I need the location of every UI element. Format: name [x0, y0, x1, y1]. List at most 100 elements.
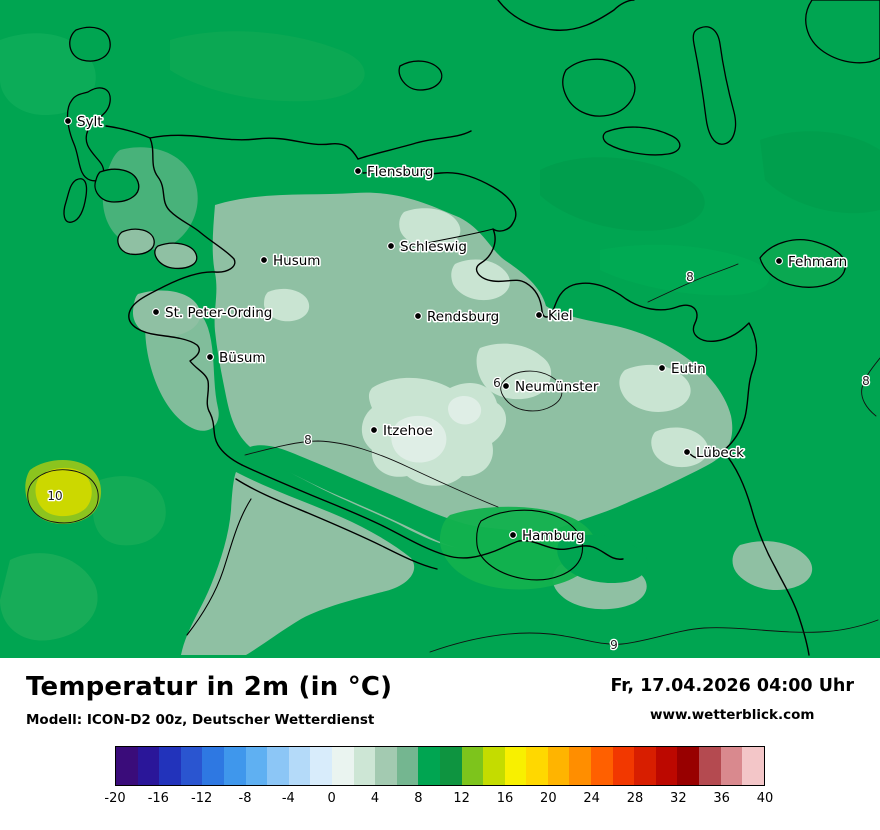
legend-tick-4: 4 [370, 791, 380, 806]
sea-texture-blob [0, 553, 98, 641]
legend-cell-12 [375, 747, 397, 785]
island-als [562, 58, 636, 117]
island-corner [805, 0, 880, 64]
legend-tick-40: 40 [756, 791, 774, 806]
legend-cell-14 [418, 747, 440, 785]
cold-patch-eutin [619, 364, 691, 412]
footer-left: Temperatur in 2m (in °C) Modell: ICON-D2… [26, 672, 392, 728]
city-dot-sylt [64, 117, 72, 125]
legend-tick--4: -4 [281, 791, 295, 806]
cold-patches-region [264, 208, 709, 486]
legend-cell-6 [245, 747, 268, 785]
elbe-river-east [518, 539, 624, 560]
city-label-neum-nster: Neumünster [515, 379, 599, 395]
legend-cell-17 [483, 747, 505, 785]
legend-tick-16: 16 [496, 791, 514, 806]
legend-cell-2 [159, 747, 181, 785]
footer-right: Fr, 17.04.2026 04:00 Uhr www.wetterblick… [610, 672, 854, 723]
legend-cell-19 [526, 747, 548, 785]
city-dot-itzehoe [370, 426, 378, 434]
city-label-sylt: Sylt [77, 114, 103, 130]
islands [63, 0, 880, 288]
isotherm-label-10: 10 [47, 489, 62, 503]
city-dot-neum-nster [502, 382, 510, 390]
isotherm-10-warmspot [27, 469, 99, 524]
west-coast [128, 137, 243, 466]
city-label-b-sum: Büsum [219, 350, 266, 366]
legend-cell-23 [612, 747, 635, 785]
city-label-l-beck: Lübeck [696, 445, 744, 461]
city-dot-rendsburg [414, 312, 422, 320]
city-markers: Sylt Flensburg Schleswig Husum Fehmarn St. Pe… [64, 112, 849, 545]
sea-texture-blob [600, 244, 770, 296]
city-label-kiel: Kiel [548, 308, 573, 324]
legend-cell-18 [504, 747, 527, 785]
legend-cell-22 [591, 747, 613, 785]
sea-texture-blob [0, 33, 96, 115]
cool-region-eiderstedt [132, 290, 201, 338]
legend-tick-28: 28 [626, 791, 644, 806]
footer-header: Temperatur in 2m (in °C) Modell: ICON-D2… [26, 672, 854, 728]
isotherm-6-central [500, 370, 563, 412]
legend-tick-12: 12 [453, 791, 470, 806]
legend-cell-15 [439, 747, 462, 785]
cold-patch-schleswig [399, 208, 461, 248]
legend-cell-28 [720, 747, 743, 785]
top-coast-arc [497, 0, 635, 31]
isotherm-lines [27, 263, 880, 653]
legend-cell-0 [116, 747, 138, 785]
sea-texture [0, 31, 880, 641]
city-dot-b-sum [206, 353, 214, 361]
legend-cell-16 [461, 747, 484, 785]
city-label-rendsburg: Rendsburg [427, 309, 499, 325]
legend-cell-20 [547, 747, 570, 785]
schlei-inlet [400, 228, 494, 250]
city-dot-st-peter-ording [152, 308, 160, 316]
lower-saxony-river [186, 498, 252, 636]
legend-tick-36: 36 [713, 791, 730, 806]
island-fehmarn [759, 239, 846, 288]
city-label-itzehoe: Itzehoe [383, 423, 433, 439]
city-dot-hamburg [509, 531, 517, 539]
legend-tick-0: 0 [327, 791, 336, 806]
east-coast [362, 171, 758, 459]
website-label: www.wetterblick.com [650, 707, 815, 723]
island-langeland [692, 26, 737, 145]
legend-tick-24: 24 [583, 791, 600, 806]
isotherm-label-8: 8 [862, 374, 870, 388]
isotherm-8-baltic [647, 263, 739, 303]
city-dot-kiel [535, 311, 543, 319]
cool-region-south [181, 472, 415, 655]
elbe-south-bank [235, 478, 438, 570]
legend-tick--20: -20 [104, 791, 126, 806]
model-info: Modell: ICON-D2 00z, Deutscher Wetterdie… [26, 712, 375, 728]
isotherm-labels: 8 8 6 8 10 9 [46, 269, 871, 654]
city-label-fehmarn: Fehmarn [788, 254, 847, 270]
sea-texture-blob [170, 31, 365, 102]
legend-cell-4 [202, 747, 224, 785]
legend-cell-21 [569, 747, 592, 785]
legend-cell-24 [634, 747, 656, 785]
legend-cell-26 [677, 747, 700, 785]
cold-patch-kiel-west [451, 259, 510, 301]
legend-tick--16: -16 [147, 791, 169, 806]
sea-texture-blob [760, 131, 880, 214]
danish-border [149, 134, 359, 160]
sylt-causeway [105, 125, 151, 139]
temperature-legend: -20 -16 -12 -8 -4 0 4 8 12 16 20 24 28 32 36 40 [26, 746, 854, 809]
city-dot-husum [260, 256, 268, 264]
legend-cell-8 [288, 747, 311, 785]
legend-cell-29 [742, 747, 764, 785]
city-label-st-peter-ording: St. Peter-Ording [165, 305, 272, 321]
island-foehr [94, 168, 140, 203]
island-amrum [63, 178, 88, 223]
cold-patch-neumuenster [476, 343, 552, 400]
island-roemoe [69, 26, 111, 62]
island-nordstrand [154, 242, 198, 270]
elbe-north-bank [241, 464, 520, 559]
legend-cell-1 [137, 747, 160, 785]
island-small-north [398, 60, 443, 91]
legend-colorbar [115, 746, 765, 786]
city-dot-schleswig [387, 242, 395, 250]
page-title: Temperatur in 2m (in °C) [26, 672, 393, 702]
